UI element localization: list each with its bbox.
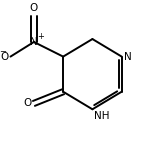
Text: N: N (30, 37, 38, 47)
Text: NH: NH (94, 111, 109, 122)
Text: −: − (0, 47, 6, 56)
Text: +: + (37, 32, 44, 41)
Text: O: O (30, 3, 38, 13)
Text: O: O (23, 98, 32, 108)
Text: O: O (0, 52, 8, 62)
Text: N: N (124, 52, 132, 62)
